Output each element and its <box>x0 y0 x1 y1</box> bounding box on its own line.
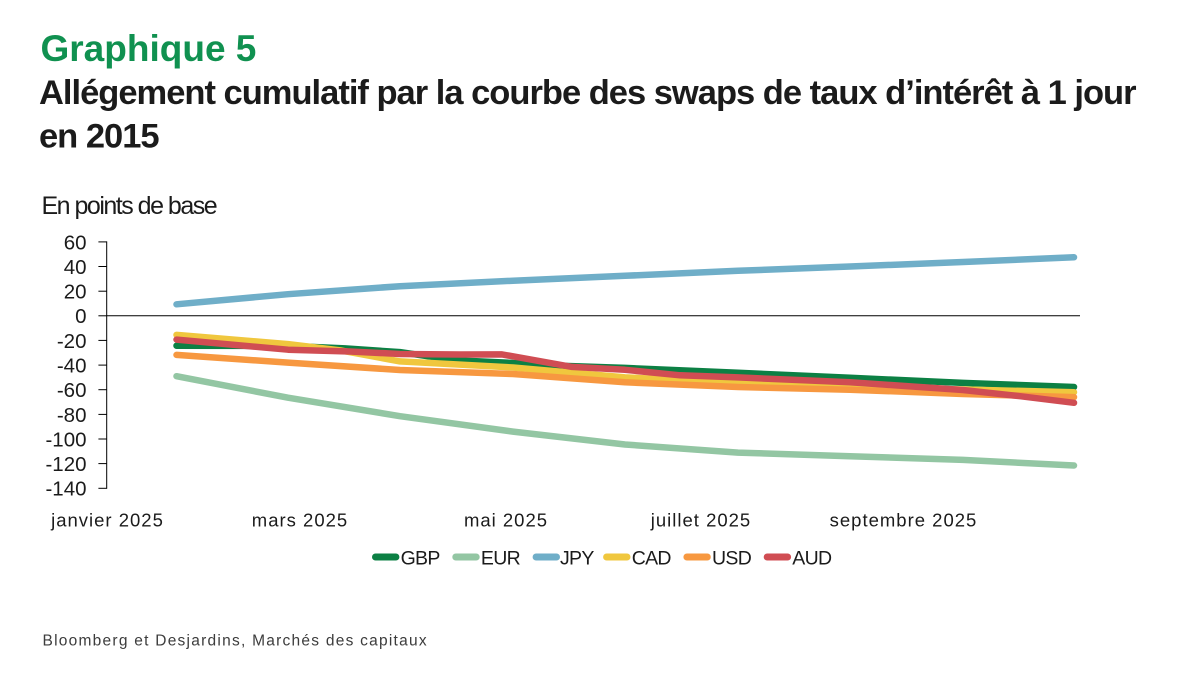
svg-text:0: 0 <box>75 305 86 328</box>
svg-text:AUD: AUD <box>792 548 832 570</box>
svg-text:20: 20 <box>64 281 87 304</box>
svg-text:janvier 2025: janvier 2025 <box>50 509 164 530</box>
svg-text:mai 2025: mai 2025 <box>464 509 548 530</box>
svg-text:-120: -120 <box>45 453 86 476</box>
svg-text:en 2015: en 2015 <box>39 117 159 155</box>
svg-text:Bloomberg et Desjardins, March: Bloomberg et Desjardins, Marchés des cap… <box>43 632 428 649</box>
svg-text:septembre 2025: septembre 2025 <box>830 509 978 530</box>
svg-text:-140: -140 <box>45 478 86 501</box>
svg-text:JPY: JPY <box>560 548 594 570</box>
svg-text:mars 2025: mars 2025 <box>252 509 348 530</box>
svg-text:-40: -40 <box>57 355 87 378</box>
svg-text:-80: -80 <box>57 404 87 427</box>
svg-text:CAD: CAD <box>632 548 672 570</box>
svg-text:Graphique 5: Graphique 5 <box>41 28 257 69</box>
svg-text:En points de base: En points de base <box>42 192 217 220</box>
svg-text:GBP: GBP <box>401 548 440 570</box>
svg-text:USD: USD <box>712 548 752 570</box>
svg-text:EUR: EUR <box>481 548 521 570</box>
svg-text:-100: -100 <box>45 428 86 451</box>
svg-text:Allégement cumulatif par la co: Allégement cumulatif par la courbe des s… <box>39 74 1136 112</box>
svg-text:juillet 2025: juillet 2025 <box>650 509 751 530</box>
svg-text:-60: -60 <box>57 379 87 402</box>
svg-text:40: 40 <box>64 256 87 279</box>
svg-text:60: 60 <box>64 231 87 254</box>
svg-text:-20: -20 <box>57 330 87 353</box>
